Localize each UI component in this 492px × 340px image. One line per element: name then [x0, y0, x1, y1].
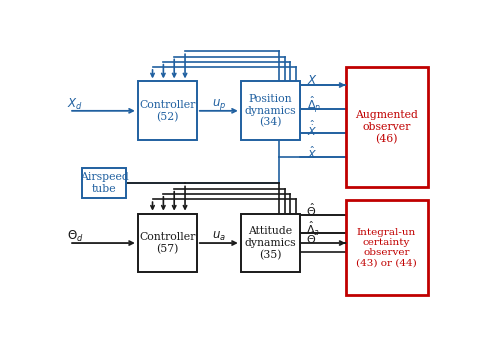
- Text: Controller
(52): Controller (52): [139, 100, 195, 122]
- Text: $\hat{\Delta}_a$: $\hat{\Delta}_a$: [306, 220, 319, 238]
- Text: Controller
(57): Controller (57): [139, 232, 195, 254]
- Bar: [241, 214, 300, 272]
- Text: $\hat{\Theta}$: $\hat{\Theta}$: [306, 202, 316, 218]
- Text: $\hat{\Delta}_p$: $\hat{\Delta}_p$: [307, 94, 321, 115]
- Text: $u_p$: $u_p$: [212, 97, 226, 112]
- Text: $\Theta_d$: $\Theta_d$: [67, 229, 84, 244]
- Text: $\hat{\dot{X}}$: $\hat{\dot{X}}$: [307, 119, 317, 138]
- Bar: [83, 168, 126, 198]
- Text: $X$: $X$: [308, 74, 318, 87]
- Text: Airspeed
tube: Airspeed tube: [80, 172, 129, 193]
- Bar: [138, 214, 197, 272]
- Text: Attitude
dynamics
(35): Attitude dynamics (35): [245, 226, 296, 260]
- Bar: [241, 81, 300, 140]
- Text: $u_a$: $u_a$: [212, 230, 226, 243]
- Text: $\hat{X}$: $\hat{X}$: [307, 144, 317, 161]
- Bar: [138, 81, 197, 140]
- Text: $\dot{\Theta}$: $\dot{\Theta}$: [306, 231, 316, 246]
- Bar: [345, 67, 428, 187]
- Text: Integral-un
certainty
observer
(43) or (44): Integral-un certainty observer (43) or (…: [356, 227, 417, 268]
- Bar: [345, 201, 428, 295]
- Text: Augmented
observer
(46): Augmented observer (46): [355, 110, 418, 144]
- Text: $X_d$: $X_d$: [67, 97, 83, 112]
- Text: Position
dynamics
(34): Position dynamics (34): [245, 94, 296, 128]
